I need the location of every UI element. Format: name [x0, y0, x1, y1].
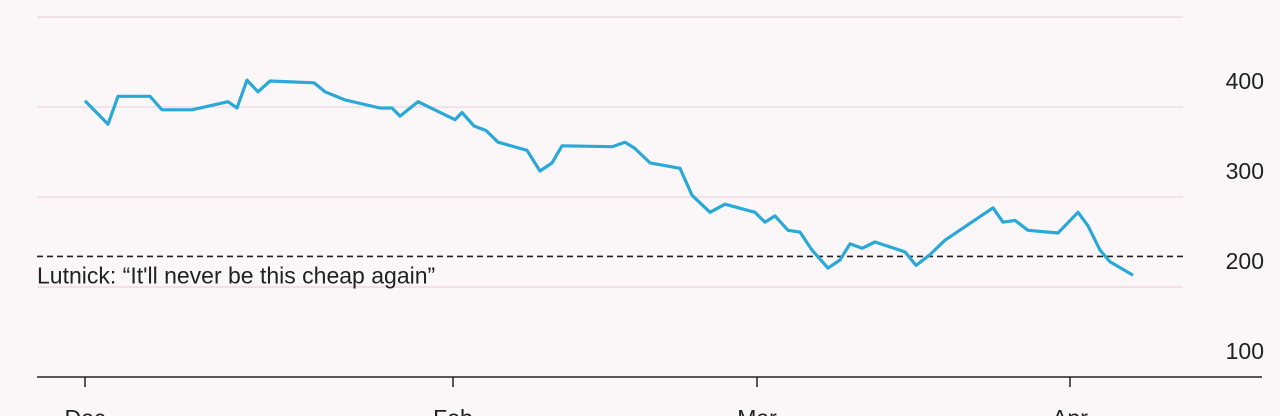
annotation: Lutnick: “It'll never be this cheap agai… [37, 262, 435, 288]
x-tick-label: Dec [65, 405, 106, 416]
y-tick-label: 400 [1226, 68, 1264, 94]
x-tick-label: Mar [737, 405, 777, 416]
y-tick-label: 300 [1226, 158, 1264, 184]
y-tick-label: 500 [1226, 0, 1264, 4]
x-tick-label: Apr [1052, 405, 1088, 416]
y-tick-label: 100 [1226, 338, 1264, 364]
y-tick-label: 200 [1226, 248, 1264, 274]
price-line [83, 78, 1134, 277]
x-tick-label: Feb [433, 405, 473, 416]
